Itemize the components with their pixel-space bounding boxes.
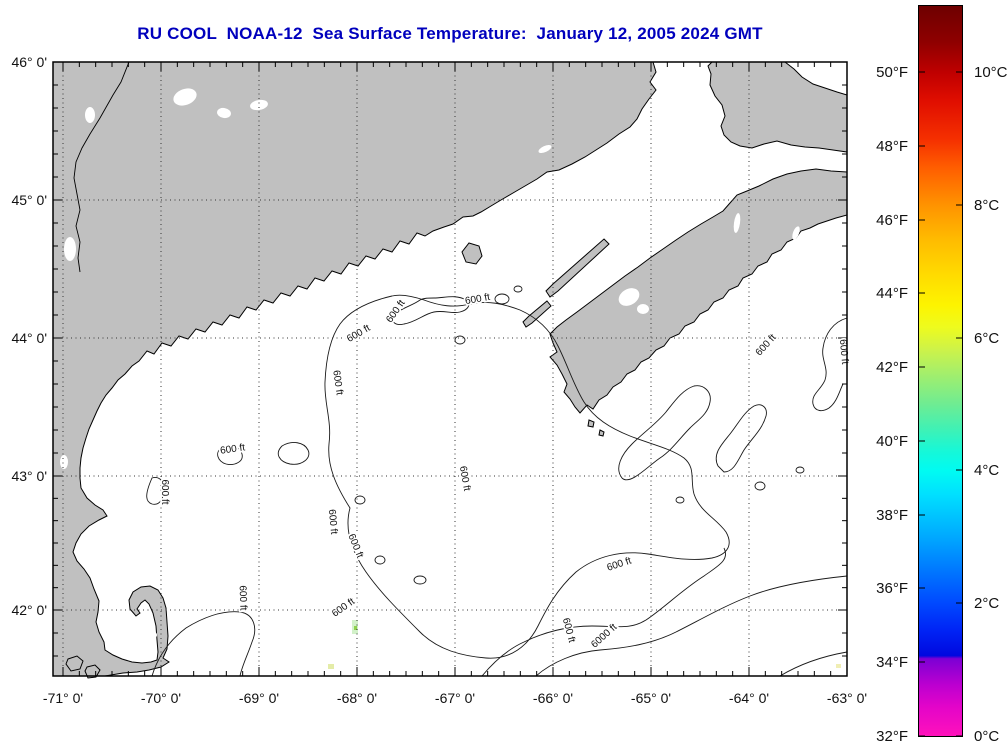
colorbar-f-label: 34°F <box>876 654 908 671</box>
x-axis-label: -71° 0' <box>43 690 83 706</box>
x-axis-label: -70° 0' <box>141 690 181 706</box>
colorbar-f-label: 46°F <box>876 212 908 229</box>
colorbar-gradient <box>919 6 962 736</box>
x-axis-label: -65° 0' <box>631 690 671 706</box>
land-brier-island <box>522 300 552 328</box>
map-frame <box>52 61 848 677</box>
y-axis-label: 42° 0' <box>11 602 47 618</box>
y-axis-labels: 46° 0' 45° 0' 44° 0' 43° 0' 42° 0' <box>11 54 47 618</box>
sst-pixels <box>328 620 841 669</box>
colorbar-c-label: 4°C <box>974 462 999 479</box>
cloud-patches <box>60 88 800 640</box>
depth-contour-label: 600 ft <box>330 369 344 396</box>
figure-title: RU COOL NOAA-12 Sea Surface Temperature:… <box>137 24 763 43</box>
land-mainland-new-england <box>52 61 657 677</box>
axis-ticks <box>53 61 848 676</box>
colorbar-c-label: 0°C <box>974 728 999 745</box>
depth-contour-label: 600 ft <box>326 509 339 535</box>
depth-contours <box>146 285 848 677</box>
x-axis-label: -68° 0' <box>337 690 377 706</box>
colorbar-c-label: 2°C <box>974 595 999 612</box>
colorbar-f-label: 50°F <box>876 64 908 81</box>
x-axis-label: -67° 0' <box>435 690 475 706</box>
land-nova-scotia <box>549 168 848 414</box>
depth-contour-label: 600 ft <box>219 442 246 456</box>
land-grand-manan-island <box>461 242 483 265</box>
colorbar-c-label: 6°C <box>974 330 999 347</box>
colorbar-ticks <box>919 71 962 737</box>
colorbar-c-label: 10°C <box>974 64 1008 81</box>
gridlines <box>53 62 847 676</box>
y-axis-label: 45° 0' <box>11 192 47 208</box>
land-masses <box>52 61 848 679</box>
x-axis-label: -69° 0' <box>239 690 279 706</box>
land-isthmus-strip <box>707 61 848 153</box>
x-axis-labels: -71° 0' -70° 0' -69° 0' -68° 0' -67° 0' -66° … <box>43 690 867 706</box>
colorbar-labels: 50°F 48°F 46°F 44°F 42°F 40°F 38°F 36°F 34°F 32°F… <box>876 64 1008 745</box>
x-axis-label: -66° 0' <box>533 690 573 706</box>
land-small-islands <box>65 419 605 679</box>
colorbar-f-label: 38°F <box>876 507 908 524</box>
colorbar-f-label: 42°F <box>876 359 908 376</box>
state-border-line <box>73 61 130 273</box>
land-digby-neck <box>545 238 610 298</box>
depth-contour-label: 600 ft <box>837 339 850 365</box>
colorbar-f-label: 48°F <box>876 138 908 155</box>
colorbar-f-label: 44°F <box>876 285 908 302</box>
colorbar-c-label: 8°C <box>974 197 999 214</box>
colorbar <box>918 5 963 737</box>
colorbar-f-label: 40°F <box>876 433 908 450</box>
colorbar-f-label: 32°F <box>876 728 908 745</box>
depth-contour-label: 600 ft <box>237 585 249 611</box>
y-axis-label: 44° 0' <box>11 330 47 346</box>
depth-contour-label: 600 ft <box>159 479 170 504</box>
colorbar-f-label: 36°F <box>876 580 908 597</box>
y-axis-label: 43° 0' <box>11 468 47 484</box>
x-axis-label: -63° 0' <box>827 690 867 706</box>
y-axis-label: 46° 0' <box>11 54 47 70</box>
x-axis-label: -64° 0' <box>729 690 769 706</box>
